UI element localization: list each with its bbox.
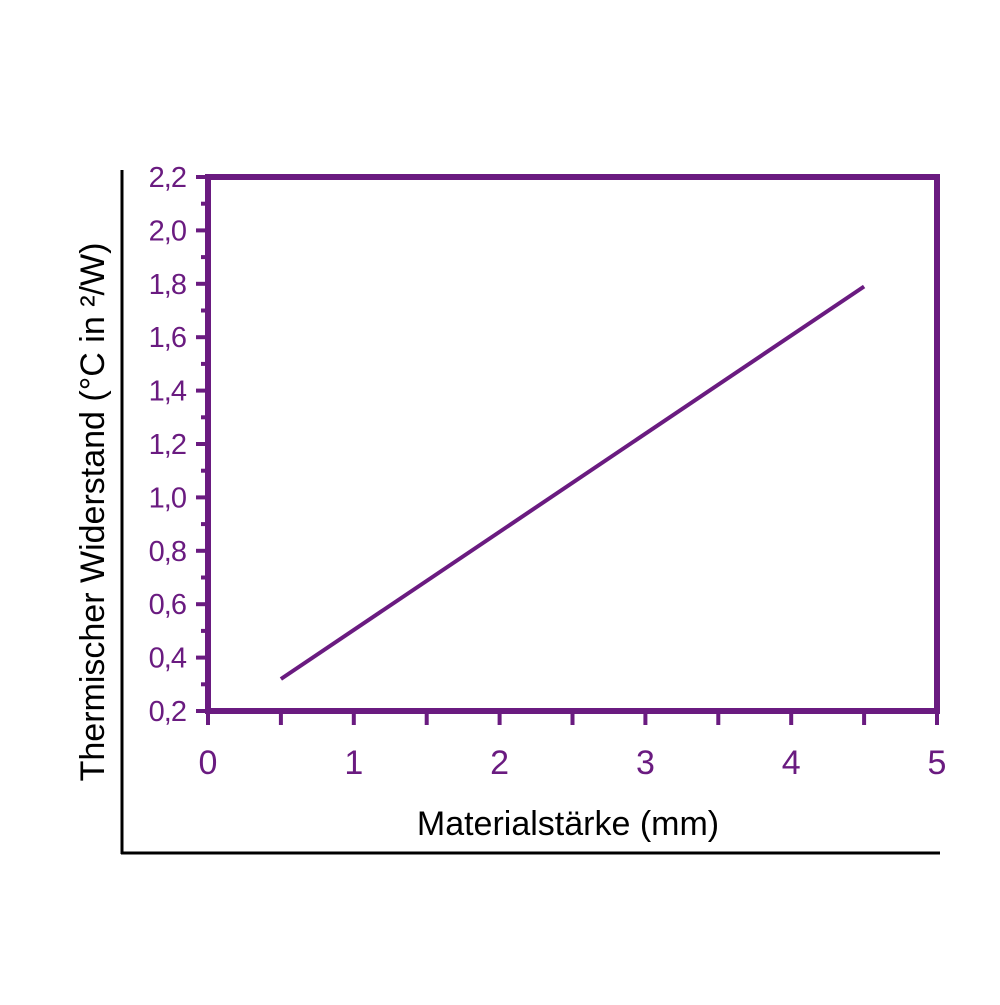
x-tick-label: 0 bbox=[199, 744, 218, 782]
y-axis-title: Thermischer Widerstand (°C in ²/W) bbox=[74, 243, 112, 782]
y-tick-label: 1,4 bbox=[149, 376, 187, 408]
y-tick-label: 0,8 bbox=[149, 536, 186, 568]
x-axis-title: Materialstärke (mm) bbox=[417, 805, 719, 843]
y-tick-label: 2,2 bbox=[149, 162, 186, 194]
tick-labels: 0,2 0,4 0,6 0,8 1,0 1,2 1,4 1,6 1,8 2,0 2,2 0 1 2 3 4 5 bbox=[149, 162, 947, 782]
y-tick-label: 1,6 bbox=[149, 322, 186, 354]
plot-border bbox=[205, 174, 940, 714]
x-tick-label: 4 bbox=[782, 744, 801, 782]
y-tick-label: 2,0 bbox=[149, 215, 186, 247]
x-tick-label: 2 bbox=[490, 744, 509, 782]
y-tick-label: 0,2 bbox=[149, 696, 186, 728]
y-tick-label: 1,8 bbox=[149, 269, 186, 301]
plot-frame bbox=[205, 174, 940, 714]
x-tick-label: 3 bbox=[636, 744, 655, 782]
series-line bbox=[279, 284, 866, 681]
y-tick-label: 1,2 bbox=[149, 429, 186, 461]
y-tick-label: 0,4 bbox=[149, 643, 187, 675]
series-group bbox=[279, 284, 866, 681]
outer-frame bbox=[120, 170, 940, 855]
x-tick-label: 5 bbox=[928, 744, 947, 782]
tick-marks bbox=[196, 175, 939, 725]
x-tick-label: 1 bbox=[344, 744, 363, 782]
y-tick-label: 1,0 bbox=[149, 482, 186, 514]
y-tick-label: 0,6 bbox=[149, 589, 186, 621]
